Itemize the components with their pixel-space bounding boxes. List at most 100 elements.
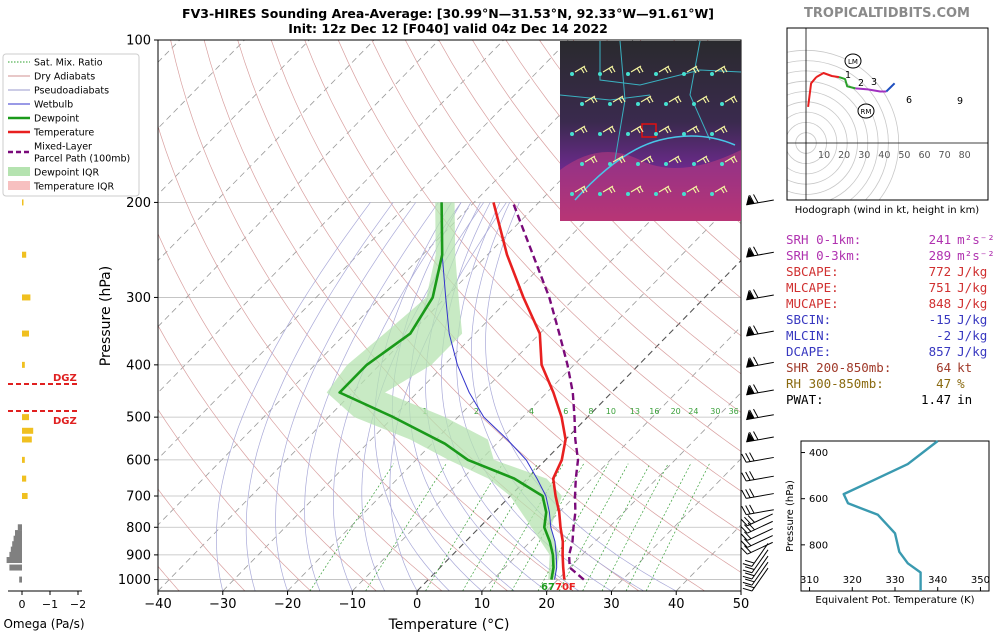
mixing-ratio-label: 20: [671, 407, 681, 416]
theta-e-frame: [801, 441, 989, 591]
x-tick-label: 10: [474, 597, 491, 612]
hodograph-ring-label: 80: [959, 150, 971, 161]
index-value: -15: [895, 312, 951, 328]
index-label: RH 300-850mb:: [786, 376, 895, 392]
theta-e-ytick-label: 400: [809, 448, 828, 459]
omega-bar: [22, 331, 29, 337]
index-value: 751: [895, 280, 951, 296]
map-station-dot: [710, 72, 714, 76]
omega-bar: [22, 457, 25, 463]
legend-label: Wetbulb: [34, 100, 73, 111]
surface-temp-label: 70F: [555, 582, 576, 593]
theta-e-xtick-label: 330: [885, 575, 904, 586]
wind-barb: [742, 485, 774, 499]
wind-barb: [745, 191, 774, 205]
hodograph-segment: [816, 73, 839, 77]
x-tick-label: 0: [413, 597, 421, 612]
theta-e-xtick-label: 310: [800, 575, 819, 586]
wind-barb-flag: [745, 247, 754, 257]
mixing-ratio-label: 4: [529, 407, 534, 416]
map-station-dot: [654, 192, 658, 196]
omega-bar: [11, 547, 22, 553]
wind-barbs: [741, 191, 774, 593]
hodograph-height-label: 6: [906, 95, 912, 106]
index-unit: J/kg: [951, 296, 996, 312]
map-station-dot: [570, 132, 574, 136]
index-value: 1.47: [895, 392, 951, 408]
hodograph-caption: Hodograph (wind in kt, height in km): [795, 205, 980, 216]
index-label: MLCAPE:: [786, 280, 895, 296]
index-value: 289: [895, 248, 951, 264]
dgz-top-label: DGZ: [53, 373, 77, 384]
wind-barb-flag: [745, 290, 754, 300]
map-station-dot: [608, 162, 612, 166]
omega-bar: [22, 199, 24, 205]
theta-e-xtick-label: 320: [843, 575, 862, 586]
map-station-dot: [682, 192, 686, 196]
x-tick-label: 50: [733, 597, 750, 612]
wind-barb-flag: [745, 432, 754, 442]
y-tick-label: 900: [126, 548, 151, 563]
index-value: 47: [895, 376, 951, 392]
omega-bar: [18, 524, 22, 530]
map-station-dot: [570, 72, 574, 76]
y-tick-label: 600: [126, 453, 151, 468]
legend-label: Temperature: [33, 128, 94, 139]
wind-barb-feather: [750, 471, 755, 480]
dewpoint-iqr-band: [327, 202, 562, 579]
map-station-dot: [710, 192, 714, 196]
wind-barb-feather: [742, 453, 747, 462]
mixing-ratio-label: 13: [630, 407, 640, 416]
omega-bar: [19, 577, 22, 583]
wind-barb-shaft: [747, 514, 772, 526]
storm-motion-label: LM: [848, 58, 858, 66]
wind-barb: [742, 449, 774, 463]
theta-e-xlabel: Equivalent Pot. Temperature (K): [815, 595, 974, 606]
omega-tick-label: −1: [42, 598, 58, 611]
wind-barb-shaft: [752, 562, 768, 585]
map-station-dot: [720, 162, 724, 166]
index-value: -2: [895, 328, 951, 344]
x-tick-label: −10: [339, 597, 366, 612]
wind-barb-shaft: [747, 521, 772, 533]
watermark: TROPICALTIDBITS.COM: [804, 6, 970, 21]
wind-barb-shaft: [752, 543, 768, 566]
wind-barb-shaft: [746, 457, 774, 462]
map-station-dot: [626, 72, 630, 76]
map-station-dot: [692, 162, 696, 166]
y-tick-label: 500: [126, 411, 151, 426]
map-station-dot: [636, 162, 640, 166]
wind-barb-feather: [754, 409, 759, 418]
title-line1: FV3-HIRES Sounding Area-Average: [30.99°…: [182, 6, 714, 21]
wind-barb-feather: [750, 504, 755, 513]
pseudoadiabat: [486, 202, 677, 591]
index-row: RH 300-850mb:47%: [786, 376, 996, 392]
y-tick-label: 100: [126, 34, 151, 49]
map-inset: [560, 41, 741, 221]
wind-barb-feather: [746, 505, 751, 514]
index-unit: %: [951, 376, 996, 392]
hodograph-height-label: 1: [845, 70, 851, 81]
wind-barb: [745, 286, 774, 300]
legend-label: Dewpoint: [34, 114, 79, 125]
legend-label: Sat. Mix. Ratio: [34, 58, 103, 69]
omega-bar: [22, 476, 26, 482]
omega-tick-label: 0: [19, 598, 26, 611]
hodograph-height-label: 9: [957, 96, 963, 107]
index-value: 772: [895, 264, 951, 280]
hodograph-ring-label: 60: [918, 150, 930, 161]
wind-barb-flag: [745, 195, 754, 205]
map-station-dot: [580, 102, 584, 106]
skewt-ylabel: Pressure (hPa): [98, 266, 114, 366]
wind-barb: [745, 381, 774, 395]
wind-barb-feather: [742, 472, 747, 481]
wind-barb: [745, 406, 774, 420]
index-label: SRH 0-3km:: [786, 248, 895, 264]
mixing-ratio-label: 8: [588, 407, 593, 416]
y-tick-label: 800: [126, 521, 151, 536]
map-station-dot: [636, 102, 640, 106]
wind-barb-feather: [750, 452, 755, 461]
index-label: SBCIN:: [786, 312, 895, 328]
